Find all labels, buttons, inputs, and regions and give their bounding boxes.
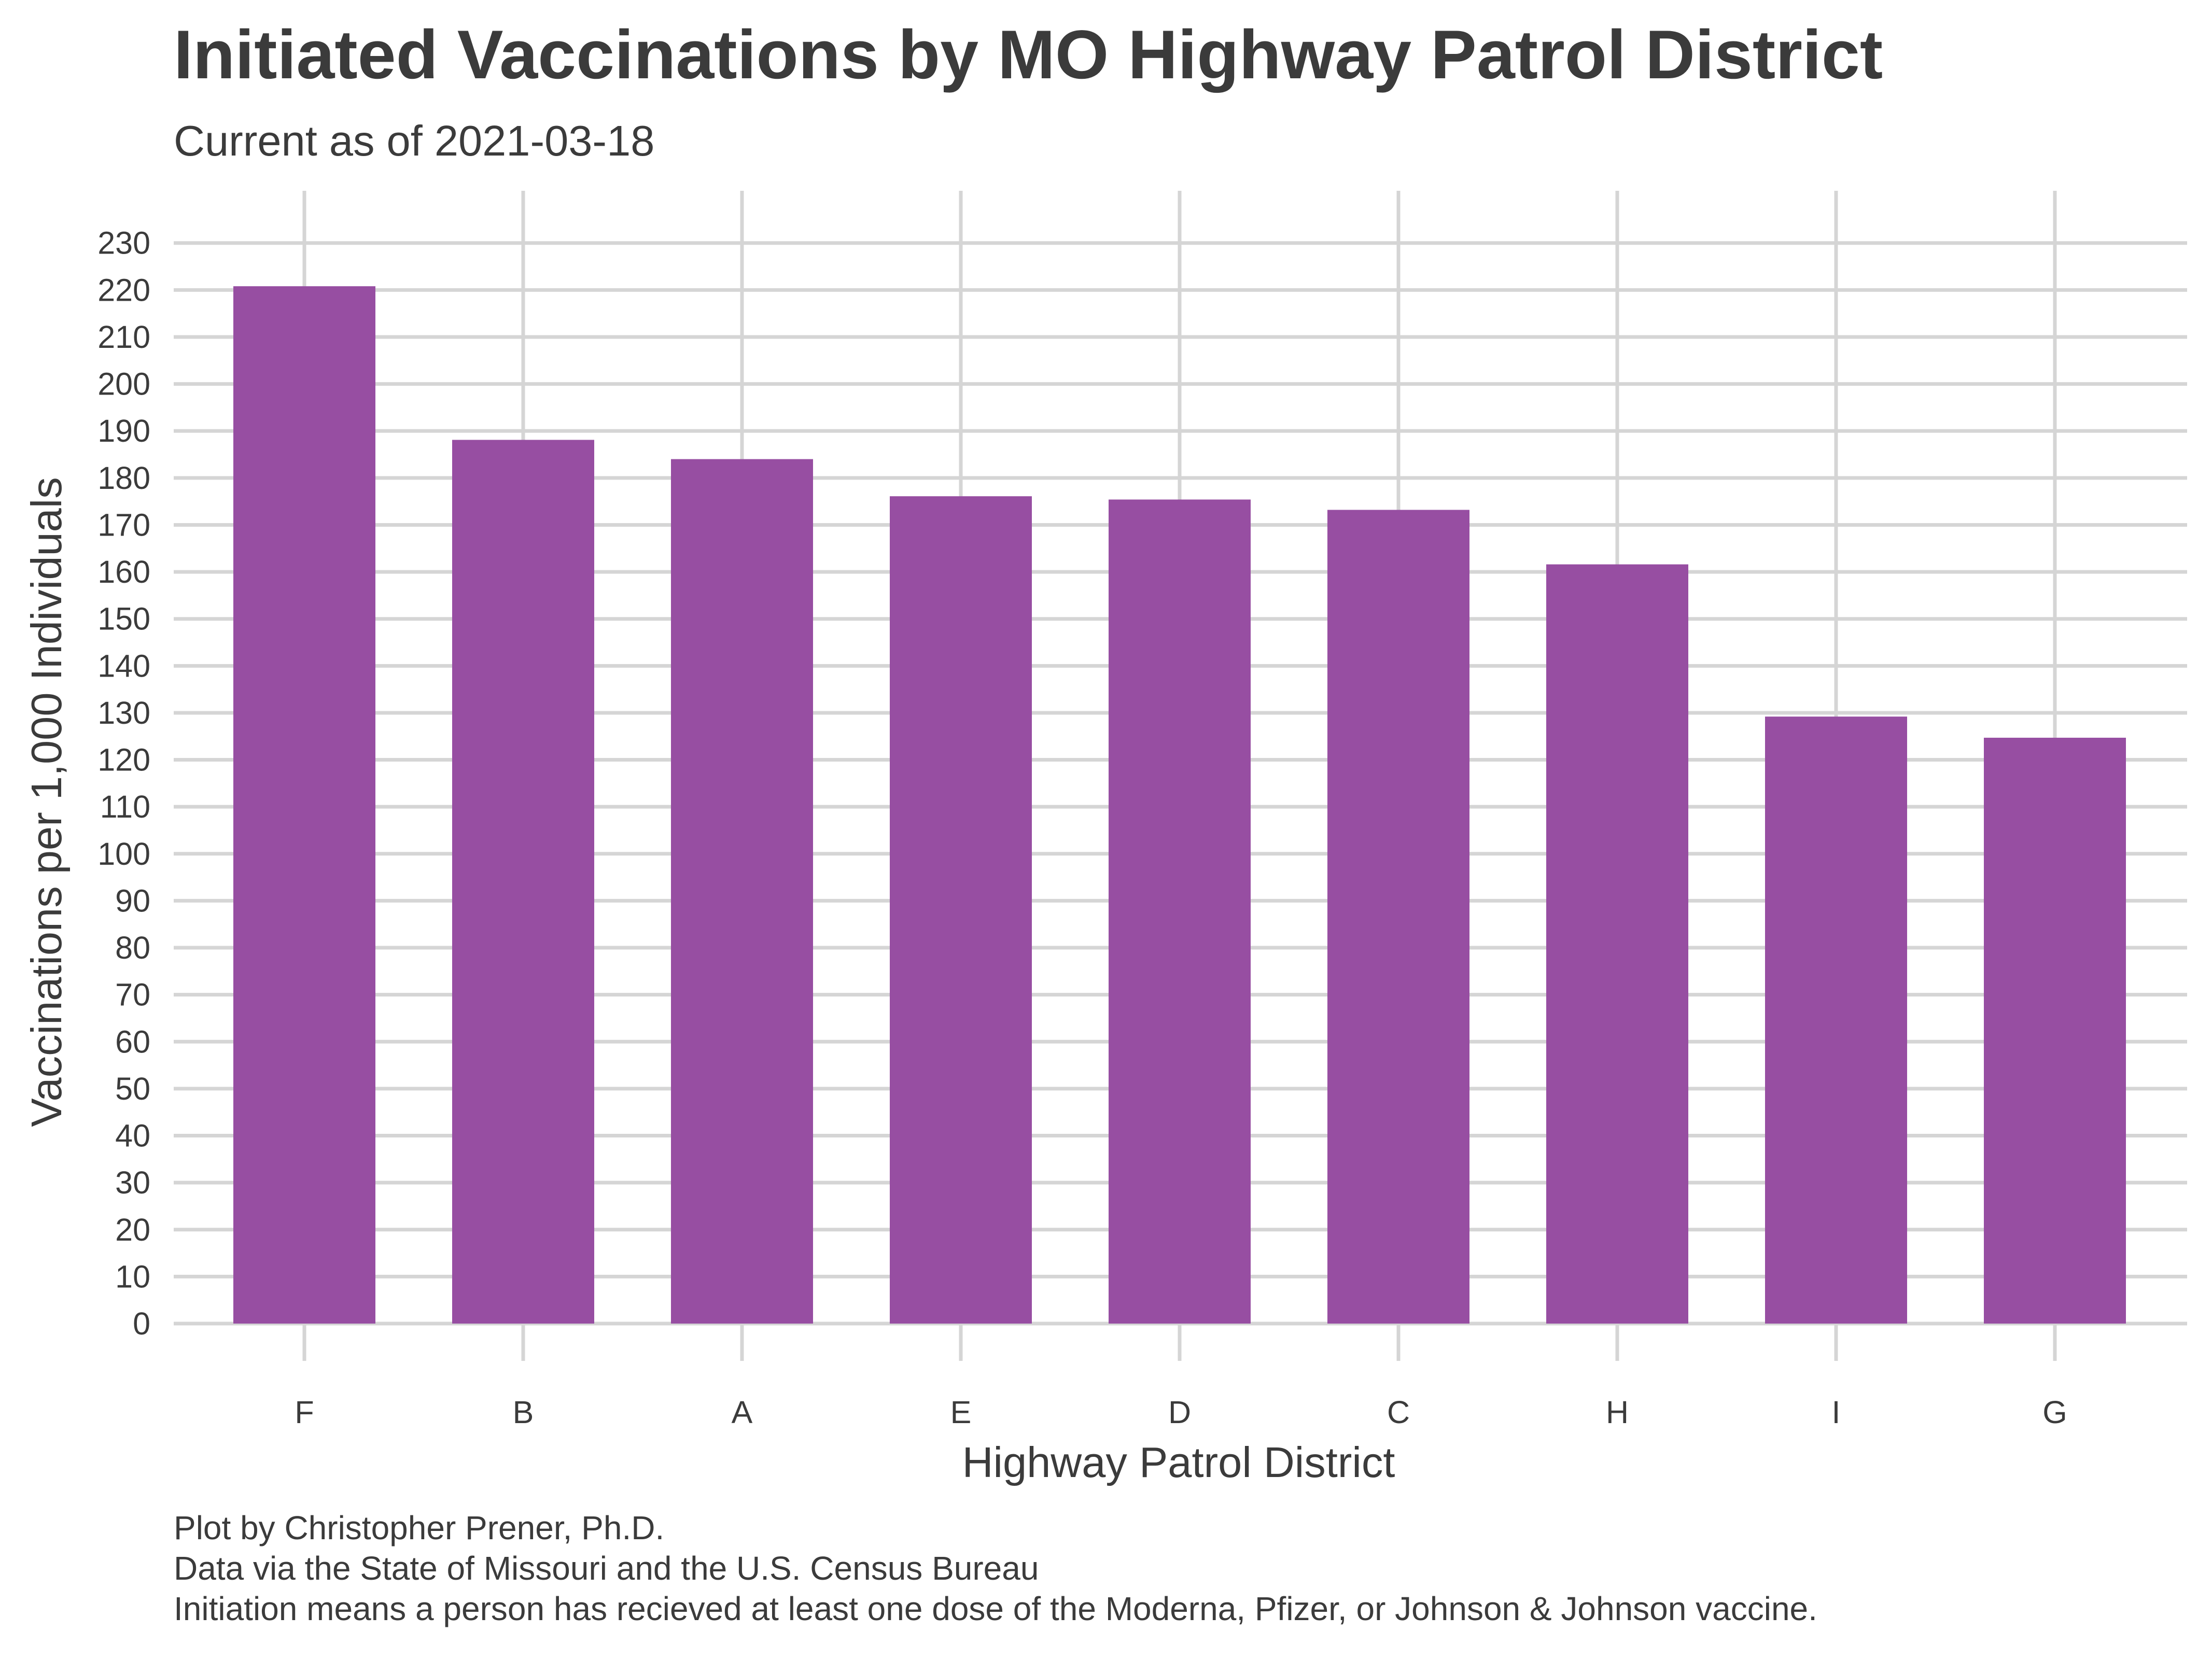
- x-tick-label: G: [2042, 1395, 2067, 1430]
- caption-line: Initiation means a person has recieved a…: [174, 1590, 1817, 1627]
- bar-c: [1327, 510, 1469, 1324]
- y-tick-label: 230: [97, 226, 150, 261]
- y-tick-label: 90: [115, 883, 150, 918]
- y-tick-label: 190: [97, 413, 150, 448]
- x-axis-label: Highway Patrol District: [962, 1438, 1395, 1486]
- bar-g: [1984, 737, 2126, 1324]
- x-tick-label: E: [950, 1395, 972, 1430]
- x-tick-label: F: [295, 1395, 314, 1430]
- y-tick-label: 60: [115, 1024, 150, 1059]
- y-tick-label: 180: [97, 460, 150, 496]
- bar-a: [671, 459, 813, 1324]
- y-tick-label: 70: [115, 977, 150, 1013]
- x-tick-label: C: [1387, 1395, 1410, 1430]
- y-tick-label: 170: [97, 507, 150, 542]
- bar-d: [1109, 499, 1251, 1324]
- y-tick-label: 210: [97, 319, 150, 355]
- x-tick-label: I: [1832, 1395, 1841, 1430]
- y-tick-label: 200: [97, 367, 150, 402]
- chart-caption: Plot by Christopher Prener, Ph.D. Data v…: [174, 1508, 1817, 1629]
- bars: [233, 286, 2126, 1324]
- y-tick-label: 0: [133, 1306, 150, 1341]
- y-tick-label: 130: [97, 695, 150, 730]
- x-tick-label: H: [1606, 1395, 1629, 1430]
- y-tick-label: 110: [100, 789, 150, 824]
- y-tick-label: 140: [97, 648, 150, 683]
- y-tick-label: 150: [97, 601, 150, 637]
- chart-subtitle: Current as of 2021-03-18: [174, 117, 655, 165]
- bar-i: [1765, 716, 1907, 1324]
- y-tick-label: 120: [97, 742, 150, 778]
- y-axis-label: Vaccinations per 1,000 Individuals: [22, 477, 71, 1127]
- y-tick-label: 220: [97, 272, 150, 307]
- bar-h: [1546, 564, 1688, 1324]
- bar-f: [233, 286, 375, 1324]
- y-axis-ticks: 0 10 20 30 40 50 60 70 80 90 100 110 120 130 140 150 160…: [97, 226, 150, 1341]
- y-tick-label: 10: [115, 1259, 150, 1294]
- x-tick-label: A: [732, 1395, 753, 1430]
- caption-line: Plot by Christopher Prener, Ph.D.: [174, 1509, 665, 1546]
- x-tick-label: B: [513, 1395, 534, 1430]
- bar-b: [452, 440, 594, 1324]
- y-tick-label: 30: [115, 1165, 150, 1200]
- x-tick-label: D: [1168, 1395, 1191, 1430]
- chart-title: Initiated Vaccinations by MO Highway Pat…: [174, 17, 1883, 93]
- y-tick-label: 50: [115, 1071, 150, 1106]
- y-tick-label: 40: [115, 1118, 150, 1154]
- y-tick-label: 100: [97, 836, 150, 871]
- y-tick-label: 80: [115, 930, 150, 965]
- caption-line: Data via the State of Missouri and the U…: [174, 1550, 1039, 1587]
- bar-e: [890, 496, 1032, 1324]
- y-tick-label: 160: [97, 554, 150, 589]
- y-tick-label: 20: [115, 1212, 150, 1247]
